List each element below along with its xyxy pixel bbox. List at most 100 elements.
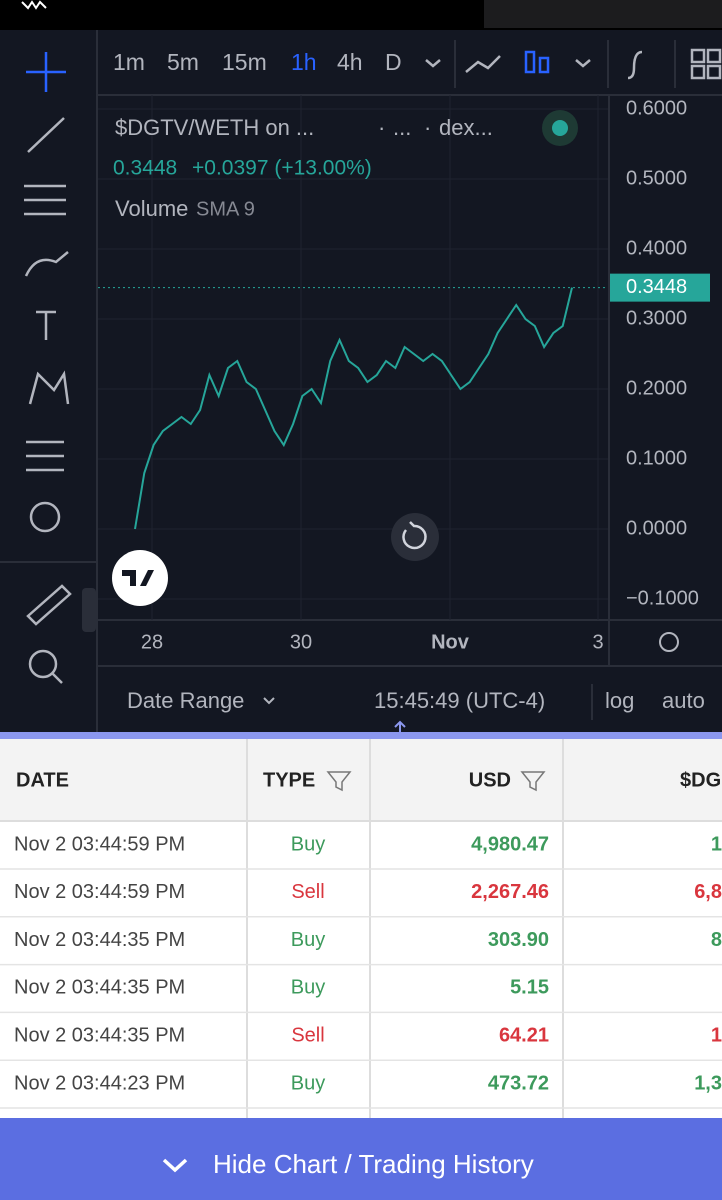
legend-price: 0.3448 xyxy=(113,157,177,180)
line-style[interactable] xyxy=(465,55,501,73)
y-tick-label: 0.5000 xyxy=(626,167,687,189)
settings[interactable] xyxy=(659,632,679,652)
top-icons xyxy=(425,48,722,80)
prediction-tool[interactable] xyxy=(26,440,64,472)
table-cell: Sell xyxy=(291,1024,324,1046)
y-tick-label: 0.1000 xyxy=(626,447,687,469)
table: DATE TYPE USD $DG Nov 2 03:44:59 PM Buy 4,980.… xyxy=(0,739,722,1118)
table-cell: Nov 2 03:44:59 PM xyxy=(14,833,185,855)
table-cell: 64.21 xyxy=(499,1024,549,1046)
layout[interactable] xyxy=(690,64,706,80)
table-cell: Nov 2 03:44:23 PM xyxy=(14,1072,185,1094)
interval[interactable]: 1h xyxy=(291,49,317,75)
collapse-handle[interactable] xyxy=(82,588,96,632)
table-header xyxy=(0,739,722,821)
filter-icon[interactable] xyxy=(326,771,546,792)
interval[interactable]: 1m xyxy=(113,49,145,75)
table-cell: 6,8 xyxy=(694,881,722,903)
table-cell: 8 xyxy=(711,929,722,951)
y-tick-label: 0.4000 xyxy=(626,237,687,259)
layout[interactable] xyxy=(706,64,722,80)
interval[interactable]: D xyxy=(385,49,402,75)
column-header: $DG xyxy=(680,769,721,791)
last-price-label: 0.3448 xyxy=(626,276,687,298)
column-header: DATE xyxy=(16,769,69,791)
table-cell: Buy xyxy=(291,1072,325,1094)
table-cell: Nov 2 03:44:59 PM xyxy=(14,881,185,903)
brush-tool[interactable] xyxy=(24,251,69,277)
zoom-tool[interactable] xyxy=(28,649,58,679)
y-tick-label: 0.0000 xyxy=(626,517,687,539)
crosshair-tool[interactable] xyxy=(26,52,66,92)
x-tick-label: Nov xyxy=(431,631,470,653)
table-cell: Buy xyxy=(291,833,325,855)
table-cell: Nov 2 03:44:35 PM xyxy=(14,929,185,951)
layout[interactable] xyxy=(706,48,722,64)
interval[interactable]: 5m xyxy=(167,49,199,75)
grid: 0.6000 0.5000 0.4000 0.3000 0.2000 0.1000 0.00… xyxy=(98,95,699,653)
indicator-args: SMA 9 xyxy=(196,198,255,220)
line-tool[interactable] xyxy=(27,117,65,153)
source: dex... xyxy=(439,115,493,140)
table-cell: 1 xyxy=(711,833,722,855)
table-cell: 303.90 xyxy=(488,929,549,951)
separator: · xyxy=(378,115,385,140)
x-tick-label: 28 xyxy=(141,631,163,653)
price-line xyxy=(134,287,573,530)
pattern-tool[interactable] xyxy=(28,370,70,405)
button-label: Hide Chart / Trading History xyxy=(213,1149,534,1179)
column-header: TYPE xyxy=(263,769,315,791)
layout[interactable] xyxy=(690,48,706,64)
tv-logo-bg xyxy=(112,550,168,606)
chevron xyxy=(263,697,275,705)
interval[interactable]: 4h xyxy=(337,49,363,75)
x-tick-label: 30 xyxy=(290,631,312,653)
logo xyxy=(21,0,47,10)
table-cell: Buy xyxy=(291,929,325,951)
table-cell: Nov 2 03:44:35 PM xyxy=(14,977,185,999)
table-cell: 5.15 xyxy=(510,977,549,999)
text-tool[interactable] xyxy=(36,310,56,340)
table-cell: Sell xyxy=(291,881,324,903)
toggle-button[interactable] xyxy=(0,1118,722,1200)
table-cell: 473.72 xyxy=(488,1072,549,1094)
y-tick-label: 0.2000 xyxy=(626,377,687,399)
log-toggle[interactable]: log xyxy=(605,688,634,713)
splitter[interactable] xyxy=(0,732,722,739)
series: 0.3448 xyxy=(98,273,710,530)
chevron xyxy=(162,1158,188,1173)
ruler-tool[interactable] xyxy=(26,584,72,626)
column-header: USD xyxy=(469,769,511,791)
left-toolbar xyxy=(24,52,72,684)
interval[interactable]: 15m xyxy=(222,49,267,75)
fib-tool[interactable] xyxy=(24,184,66,216)
table-cell: 1,3 xyxy=(694,1072,722,1094)
indicator-name: Volume xyxy=(115,196,188,221)
table-cell: 1 xyxy=(711,1024,722,1046)
candle-style[interactable] xyxy=(524,50,536,74)
indicators[interactable] xyxy=(627,50,643,80)
exchange: ... xyxy=(393,115,411,140)
chevron[interactable] xyxy=(425,59,591,68)
zoom-handle xyxy=(51,672,63,684)
status-bar-right xyxy=(484,0,722,28)
y-tick-label: −0.1000 xyxy=(626,587,699,609)
clock: 15:45:49 (UTC-4) xyxy=(374,688,545,713)
last-price-tag xyxy=(610,273,710,302)
icon-tool[interactable] xyxy=(29,501,61,533)
y-tick-label: 0.6000 xyxy=(626,97,687,119)
y-tick-label: 0.3000 xyxy=(626,307,687,329)
interval-group: 1m 5m 15m 1h 4h D xyxy=(113,49,402,75)
table-cell: 2,267.46 xyxy=(471,881,549,903)
date-range[interactable]: Date Range xyxy=(127,688,244,713)
reset-icon xyxy=(402,521,427,550)
legend-change: +0.0397 (+13.00%) xyxy=(192,157,372,180)
chart-panel xyxy=(0,30,722,732)
reset-button[interactable] xyxy=(391,513,439,561)
separator: · xyxy=(424,115,431,140)
table-cell: 4,980.47 xyxy=(471,833,549,855)
candle-style[interactable] xyxy=(538,56,550,74)
auto-toggle[interactable]: auto xyxy=(662,688,705,713)
